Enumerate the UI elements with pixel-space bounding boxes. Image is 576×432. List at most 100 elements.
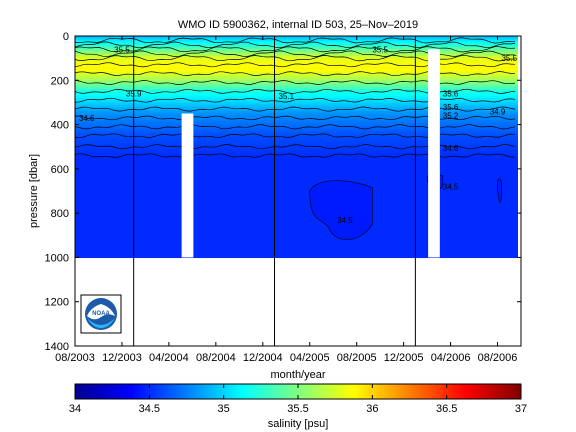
salinity-band (75, 113, 518, 117)
salinity-band (75, 155, 518, 159)
salinity-band (75, 86, 518, 90)
plot-frame (74, 35, 522, 347)
contour-label: 35.6 (443, 90, 459, 99)
y-tick-label: 600 (51, 164, 69, 176)
salinity-band (75, 100, 518, 104)
salinity-band (75, 109, 518, 112)
salinity-band (75, 75, 518, 79)
y-tick-label: 1400 (45, 341, 69, 353)
x-tick-label: 08/2005 (337, 352, 377, 364)
y-tick-label: 800 (51, 208, 69, 220)
salinity-band (75, 179, 518, 183)
contour-line (75, 62, 516, 68)
salinity-band (75, 184, 518, 188)
salinity-band (75, 95, 518, 99)
contour-line (75, 115, 516, 121)
contour-line (75, 88, 516, 94)
y-axis-label: pressure [dbar] (28, 154, 40, 228)
salinity-band (75, 153, 518, 157)
salinity-band (75, 222, 518, 225)
salinity-band (75, 219, 518, 223)
salinity-band (75, 235, 518, 239)
salinity-band (75, 60, 518, 64)
contour-line (75, 124, 516, 130)
contour-line (75, 80, 516, 85)
salinity-band (75, 133, 518, 137)
salinity-band (75, 202, 518, 205)
contour-label: 34.6 (79, 114, 95, 123)
salinity-band (75, 244, 518, 247)
salinity-band (75, 217, 518, 221)
salinity-band (75, 255, 518, 259)
salinity-band (75, 102, 518, 106)
salinity-band (75, 144, 518, 148)
data-gap (181, 113, 194, 258)
contour-label: 35.5 (372, 45, 388, 54)
contour-label: 35.1 (278, 92, 294, 101)
colorbar-tick-label: 35 (218, 403, 230, 415)
salinity-band (75, 204, 518, 208)
contour-label: 35.2 (443, 112, 459, 121)
salinity-band (75, 55, 518, 59)
salinity-band (75, 84, 518, 88)
x-tick-label: 04/2006 (431, 352, 471, 364)
x-tick-label: 04/2004 (149, 352, 189, 364)
contour-line (75, 46, 516, 53)
contour-label: 35.9 (126, 90, 142, 99)
year-markers (133, 36, 416, 346)
salinity-band (75, 36, 518, 39)
y-tick-label: 200 (51, 75, 69, 87)
noaa-logo-text: NOAA (92, 311, 110, 317)
data-gaps (181, 49, 440, 258)
salinity-band (75, 226, 518, 230)
salinity-band (75, 135, 518, 139)
contour-labels: 35.5 35.5 35.5 35.9 35.1 35.6 35.6 34.9 35.2 34.6… (79, 45, 518, 225)
salinity-band (75, 199, 518, 203)
salinity-band (75, 111, 518, 115)
salinity-band (75, 175, 518, 179)
contour-label: 34.5 (337, 216, 353, 225)
salinity-band (75, 148, 518, 152)
salinity-band (75, 230, 518, 234)
chart-title: WMO ID 5900362, internal ID 503, 25–Nov–… (178, 19, 418, 31)
salinity-band (75, 38, 518, 42)
salinity-band (75, 49, 518, 53)
contour-label: 34.9 (490, 107, 506, 116)
salinity-band (75, 162, 518, 166)
salinity-band (75, 73, 518, 77)
salinity-band (75, 228, 518, 232)
salinity-band (75, 124, 518, 128)
salinity-band (75, 248, 518, 252)
x-tick-label: 08/2003 (55, 352, 95, 364)
salinity-band (75, 71, 518, 75)
salinity-band (75, 193, 518, 197)
low-salinity-patch (309, 180, 373, 240)
salinity-band (75, 126, 518, 130)
salinity-band (75, 122, 518, 126)
salinity-band (75, 253, 518, 256)
salinity-band (75, 160, 518, 163)
x-tick-label: 12/2003 (102, 352, 142, 364)
salinity-band (75, 239, 518, 243)
colorbar-tick-label: 36 (366, 403, 378, 415)
salinity-band (75, 146, 518, 150)
salinity-band (75, 213, 518, 216)
plot-area: 35.5 35.5 35.5 35.9 35.1 35.6 35.6 34.9 35.2 34.6… (74, 35, 522, 347)
salinity-band (75, 131, 518, 135)
x-axis-label: month/year (270, 369, 325, 381)
salinity-band (75, 177, 518, 181)
x-tick-label: 08/2006 (478, 352, 518, 364)
salinity-band (75, 206, 518, 210)
contour-label: 34.6 (443, 144, 459, 153)
salinity-band (75, 237, 518, 241)
salinity-band (75, 104, 518, 108)
y-tick-label: 0 (63, 31, 69, 43)
salinity-band (75, 171, 518, 174)
salinity-band (75, 69, 518, 73)
contour-line (75, 106, 516, 112)
salinity-band (75, 82, 518, 86)
salinity-band (75, 208, 518, 212)
colorbar-tick-label: 35.5 (287, 403, 308, 415)
contour-lines (75, 37, 516, 158)
